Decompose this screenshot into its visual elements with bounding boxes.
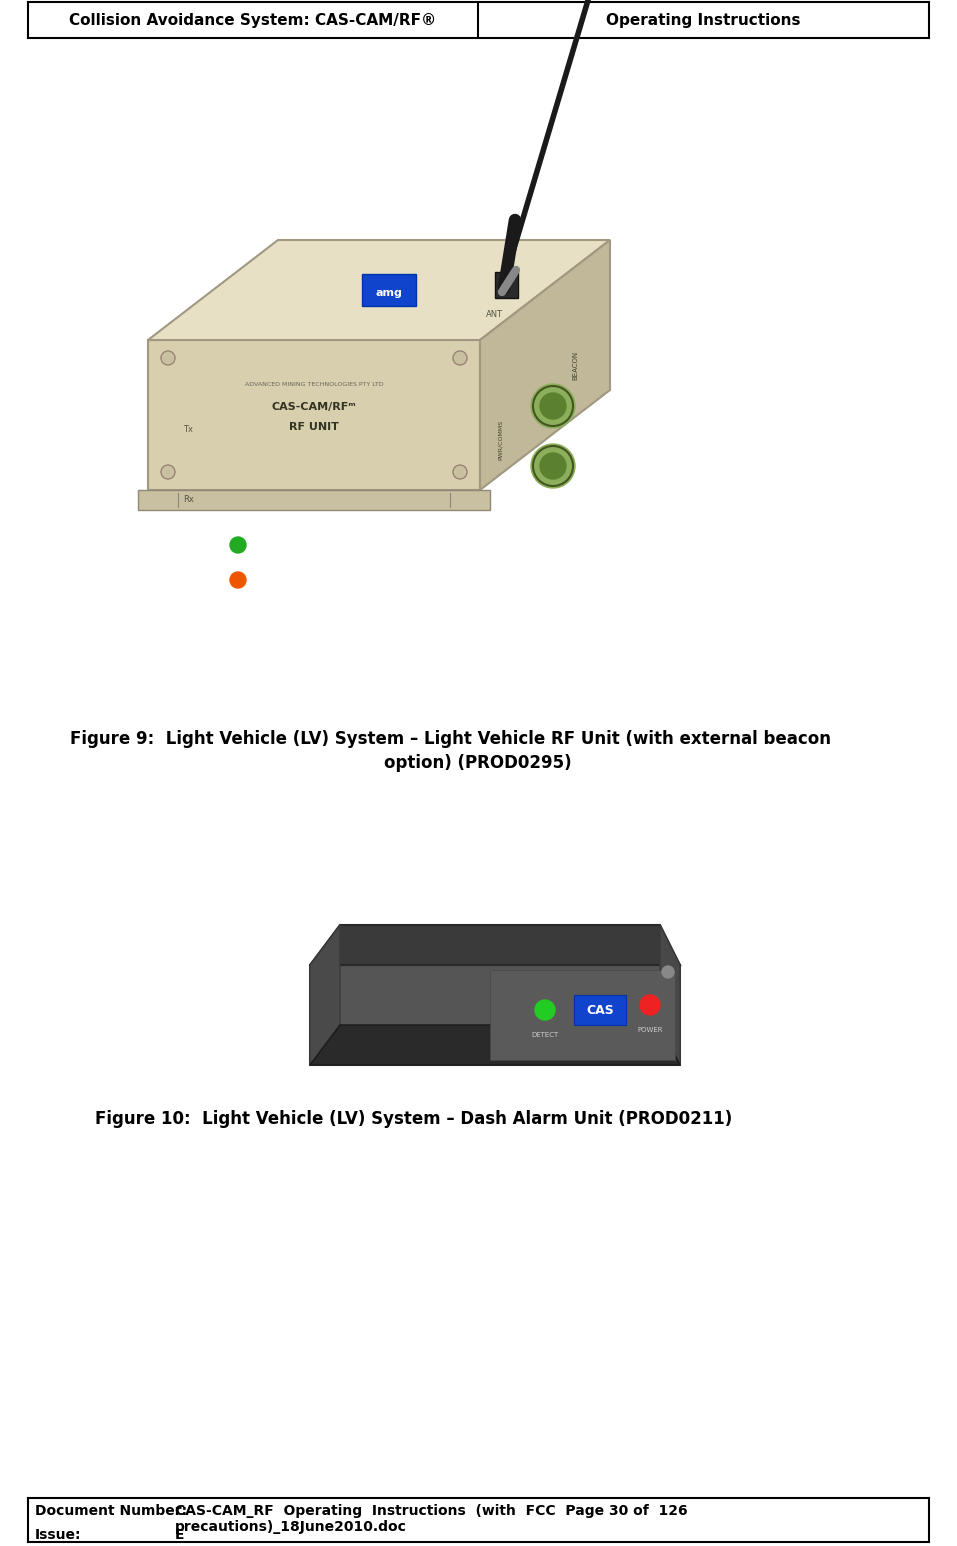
Circle shape xyxy=(640,996,660,1016)
Polygon shape xyxy=(495,272,518,298)
Text: CAS-CAM/RFᵐ: CAS-CAM/RFᵐ xyxy=(272,402,356,411)
Circle shape xyxy=(531,444,575,489)
Polygon shape xyxy=(310,1025,680,1065)
Circle shape xyxy=(161,351,175,365)
Text: Collision Avoidance System: CAS-CAM/RF®: Collision Avoidance System: CAS-CAM/RF® xyxy=(69,12,436,28)
Circle shape xyxy=(535,1000,555,1020)
Polygon shape xyxy=(310,925,340,1065)
Polygon shape xyxy=(660,925,680,1065)
Text: CAS: CAS xyxy=(586,1003,613,1017)
Polygon shape xyxy=(490,969,675,1061)
Text: CAS-CAM_RF  Operating  Instructions  (with  FCC  Page 30 of  126: CAS-CAM_RF Operating Instructions (with … xyxy=(175,1504,688,1518)
Polygon shape xyxy=(310,965,680,1065)
Text: amg: amg xyxy=(375,288,403,298)
Text: Rx: Rx xyxy=(183,496,194,504)
Text: DETECT: DETECT xyxy=(531,1033,559,1037)
Text: BEACON: BEACON xyxy=(572,351,578,380)
Polygon shape xyxy=(310,925,680,965)
Text: Document Number:: Document Number: xyxy=(35,1504,188,1518)
Circle shape xyxy=(453,465,467,479)
Circle shape xyxy=(540,453,566,479)
Text: E: E xyxy=(175,1527,185,1541)
Circle shape xyxy=(662,966,674,979)
Text: RF UNIT: RF UNIT xyxy=(289,422,339,431)
Text: POWER: POWER xyxy=(637,1027,663,1033)
Polygon shape xyxy=(574,996,626,1025)
Text: Figure 9:  Light Vehicle (LV) System – Light Vehicle RF Unit (with external beac: Figure 9: Light Vehicle (LV) System – Li… xyxy=(70,730,831,748)
Text: option) (PROD0295): option) (PROD0295) xyxy=(384,754,572,771)
Polygon shape xyxy=(138,490,490,510)
Circle shape xyxy=(531,383,575,428)
Polygon shape xyxy=(148,240,610,340)
Polygon shape xyxy=(480,240,610,490)
Circle shape xyxy=(230,536,246,553)
Text: ADVANCED MINING TECHNOLOGIES PTY LTD: ADVANCED MINING TECHNOLOGIES PTY LTD xyxy=(245,382,384,388)
Text: Issue:: Issue: xyxy=(35,1527,81,1541)
Text: ANT: ANT xyxy=(486,311,503,318)
Circle shape xyxy=(453,351,467,365)
Text: precautions)_18June2010.doc: precautions)_18June2010.doc xyxy=(175,1520,407,1534)
Text: Operating Instructions: Operating Instructions xyxy=(606,12,800,28)
Circle shape xyxy=(230,572,246,587)
Polygon shape xyxy=(362,274,416,306)
Text: Figure 10:  Light Vehicle (LV) System – Dash Alarm Unit (PROD0211): Figure 10: Light Vehicle (LV) System – D… xyxy=(95,1110,732,1129)
Circle shape xyxy=(161,465,175,479)
Text: Tx: Tx xyxy=(183,425,193,434)
Text: PWR/COMMS: PWR/COMMS xyxy=(498,421,502,461)
Circle shape xyxy=(540,393,566,419)
Polygon shape xyxy=(148,340,480,490)
